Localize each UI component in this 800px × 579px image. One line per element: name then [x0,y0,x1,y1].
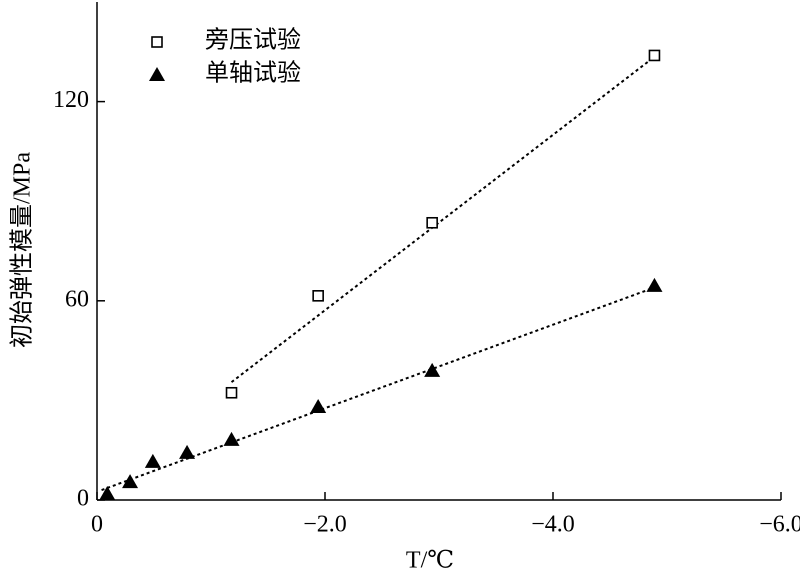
marker [424,362,441,377]
y-axis-label: 初始弹性模量/MPa [9,152,36,348]
marker [223,431,240,446]
marker [426,216,438,229]
legend-label: 旁压试验 [205,27,301,54]
marker [310,399,327,414]
marker [312,290,324,302]
trend-line [101,286,655,491]
legend-marker [151,36,163,48]
marker [179,444,196,459]
marker [144,453,161,468]
x-axis-label: T/℃ [406,548,454,574]
y-tick-label: 120 [53,87,89,113]
x-tick-label: −6.0 [759,512,800,538]
marker [646,277,663,292]
marker [648,49,661,62]
x-tick-label: −4.0 [531,512,575,538]
marker [99,486,116,501]
marker [225,386,238,399]
legend-marker [149,67,165,81]
trend-line [230,55,656,383]
y-tick-label: 0 [77,486,89,512]
x-tick-label: 0 [91,512,103,538]
legend-label: 单轴试验 [205,60,301,87]
x-tick-label: −2.0 [303,512,347,538]
y-tick-label: 60 [65,286,89,312]
marker [122,474,139,489]
